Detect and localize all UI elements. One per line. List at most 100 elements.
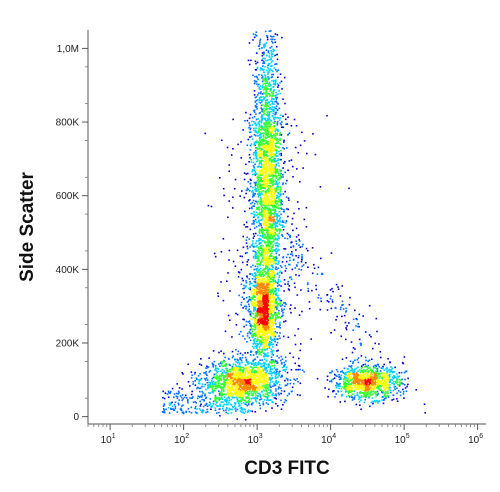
data-point (262, 139, 264, 142)
data-point (265, 99, 267, 102)
data-point (248, 391, 250, 393)
data-point (272, 311, 275, 314)
data-point (266, 345, 268, 347)
data-point (261, 370, 264, 373)
data-point (280, 408, 283, 410)
data-point (279, 133, 281, 135)
data-point (256, 340, 258, 343)
data-point (255, 245, 258, 248)
data-point (274, 360, 277, 363)
data-point (282, 115, 284, 117)
data-point (255, 378, 257, 381)
data-point (260, 224, 262, 227)
data-point (254, 174, 257, 176)
data-point (250, 185, 252, 188)
data-point (238, 378, 241, 381)
data-point (261, 86, 264, 89)
data-point (263, 268, 266, 270)
data-point (262, 294, 265, 297)
data-point (233, 383, 235, 385)
data-point (261, 59, 263, 62)
data-point (236, 358, 238, 361)
data-point (280, 152, 282, 155)
data-point (246, 397, 249, 399)
data-point (252, 284, 254, 287)
data-point (238, 383, 241, 386)
data-point (274, 249, 276, 251)
data-point (272, 153, 275, 156)
data-point (229, 392, 232, 395)
data-point (266, 399, 268, 401)
data-point (269, 104, 271, 106)
data-point (273, 371, 276, 374)
data-point (267, 187, 270, 190)
data-point (258, 291, 260, 294)
data-point (264, 177, 266, 180)
data-point (265, 265, 267, 267)
data-point (257, 301, 259, 304)
data-point (265, 308, 268, 311)
data-point (268, 63, 270, 65)
data-point (256, 297, 259, 299)
data-point (263, 68, 265, 71)
data-point (258, 362, 260, 364)
data-point (260, 334, 263, 337)
data-point (244, 373, 247, 375)
data-point (265, 191, 267, 194)
data-point (285, 123, 287, 125)
data-point (282, 335, 285, 338)
data-point (236, 374, 239, 376)
data-point (254, 392, 257, 395)
data-point (273, 213, 275, 215)
data-point (229, 373, 232, 376)
data-point (255, 123, 258, 126)
data-point (278, 316, 280, 318)
data-point (222, 389, 225, 391)
data-point (262, 264, 264, 267)
data-point (268, 391, 271, 394)
data-point (209, 398, 212, 400)
data-point (239, 357, 241, 359)
data-point (249, 383, 252, 386)
data-point (261, 387, 263, 389)
data-point (265, 227, 268, 229)
data-point (264, 170, 266, 173)
data-point (271, 94, 274, 97)
data-point (270, 268, 272, 271)
data-point (275, 266, 277, 268)
data-point (255, 155, 258, 157)
data-point (271, 130, 274, 132)
data-point (290, 390, 293, 393)
data-point (267, 328, 270, 331)
data-point (273, 260, 275, 263)
data-point (255, 351, 258, 353)
data-point (254, 254, 257, 256)
data-point (267, 319, 270, 322)
data-point (279, 370, 281, 373)
data-point (259, 298, 261, 300)
data-point (276, 341, 279, 344)
data-point (316, 377, 319, 380)
data-point (201, 394, 203, 397)
data-point (279, 159, 281, 161)
data-point (276, 250, 278, 253)
data-point (272, 94, 275, 97)
data-point (265, 49, 268, 51)
data-point (252, 342, 254, 345)
data-point (281, 208, 283, 210)
data-point (265, 252, 268, 255)
data-point (228, 387, 230, 389)
data-point (275, 150, 278, 153)
data-point (265, 137, 267, 140)
data-point (255, 400, 258, 403)
data-point (267, 209, 270, 212)
data-point (267, 93, 270, 95)
data-point (258, 319, 261, 322)
data-point (273, 370, 275, 373)
data-point (273, 49, 276, 51)
data-point (260, 203, 262, 205)
data-point (246, 381, 248, 384)
data-point (208, 392, 211, 394)
data-point (263, 269, 265, 272)
data-point (259, 170, 261, 173)
